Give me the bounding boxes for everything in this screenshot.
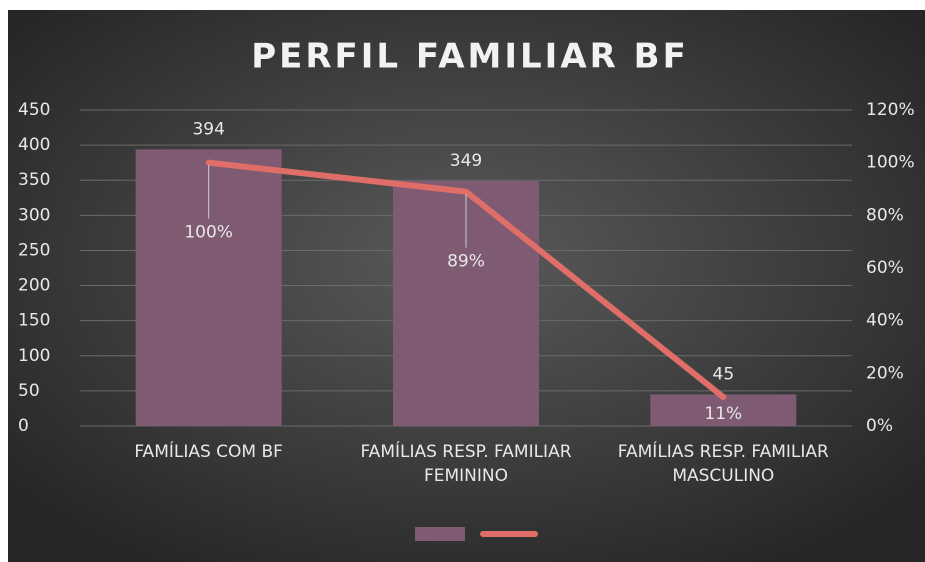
x-tick-label: FAMÍLIAS COM BF	[134, 442, 283, 462]
bar-value-label: 45	[713, 364, 735, 384]
y-tick-label: 400	[18, 135, 50, 155]
x-tick-label-box: FAMÍLIAS RESP. FAMILIAR FEMININO	[360, 442, 572, 486]
y2-tick-label: 100%	[866, 153, 915, 173]
y2-tick-label: 60%	[866, 258, 904, 278]
y2-tick-label: 0%	[866, 416, 893, 436]
chart-title: PERFIL FAMILIAR BF	[251, 37, 689, 77]
y2-tick-label: 80%	[866, 205, 904, 225]
y-tick-label: 100	[18, 346, 50, 366]
y2-tick-label: 40%	[866, 311, 904, 331]
y-tick-label: 350	[18, 170, 50, 190]
line-value-label: 100%	[184, 223, 233, 243]
x-tick-label: FAMÍLIAS RESP. FAMILIAR FEMININO	[360, 442, 572, 486]
line	[205, 159, 727, 401]
line-value-label: 89%	[447, 252, 485, 272]
bar-value-label: 349	[450, 151, 482, 171]
y-tick-label: 450	[18, 100, 50, 120]
y-tick-label: 50	[18, 381, 40, 401]
x-tick-label: FAMÍLIAS RESP. FAMILIAR MASCULINO	[617, 442, 829, 486]
y-tick-label: 0	[18, 416, 29, 436]
y-tick-label: 250	[18, 240, 50, 260]
x-tick-label-box: FAMÍLIAS RESP. FAMILIAR MASCULINO	[617, 442, 829, 486]
y-tick-label: 300	[18, 205, 50, 225]
y-tick-label: 150	[18, 311, 50, 331]
x-tick-label-box: FAMÍLIAS COM BF	[134, 442, 283, 462]
y2-tick-label: 20%	[866, 363, 904, 383]
y-tick-label: 200	[18, 276, 50, 296]
line-value-label: 11%	[704, 404, 742, 424]
bar-value-label: 394	[192, 119, 224, 139]
legend-swatch	[415, 527, 465, 541]
y2-tick-label: 120%	[866, 100, 915, 120]
